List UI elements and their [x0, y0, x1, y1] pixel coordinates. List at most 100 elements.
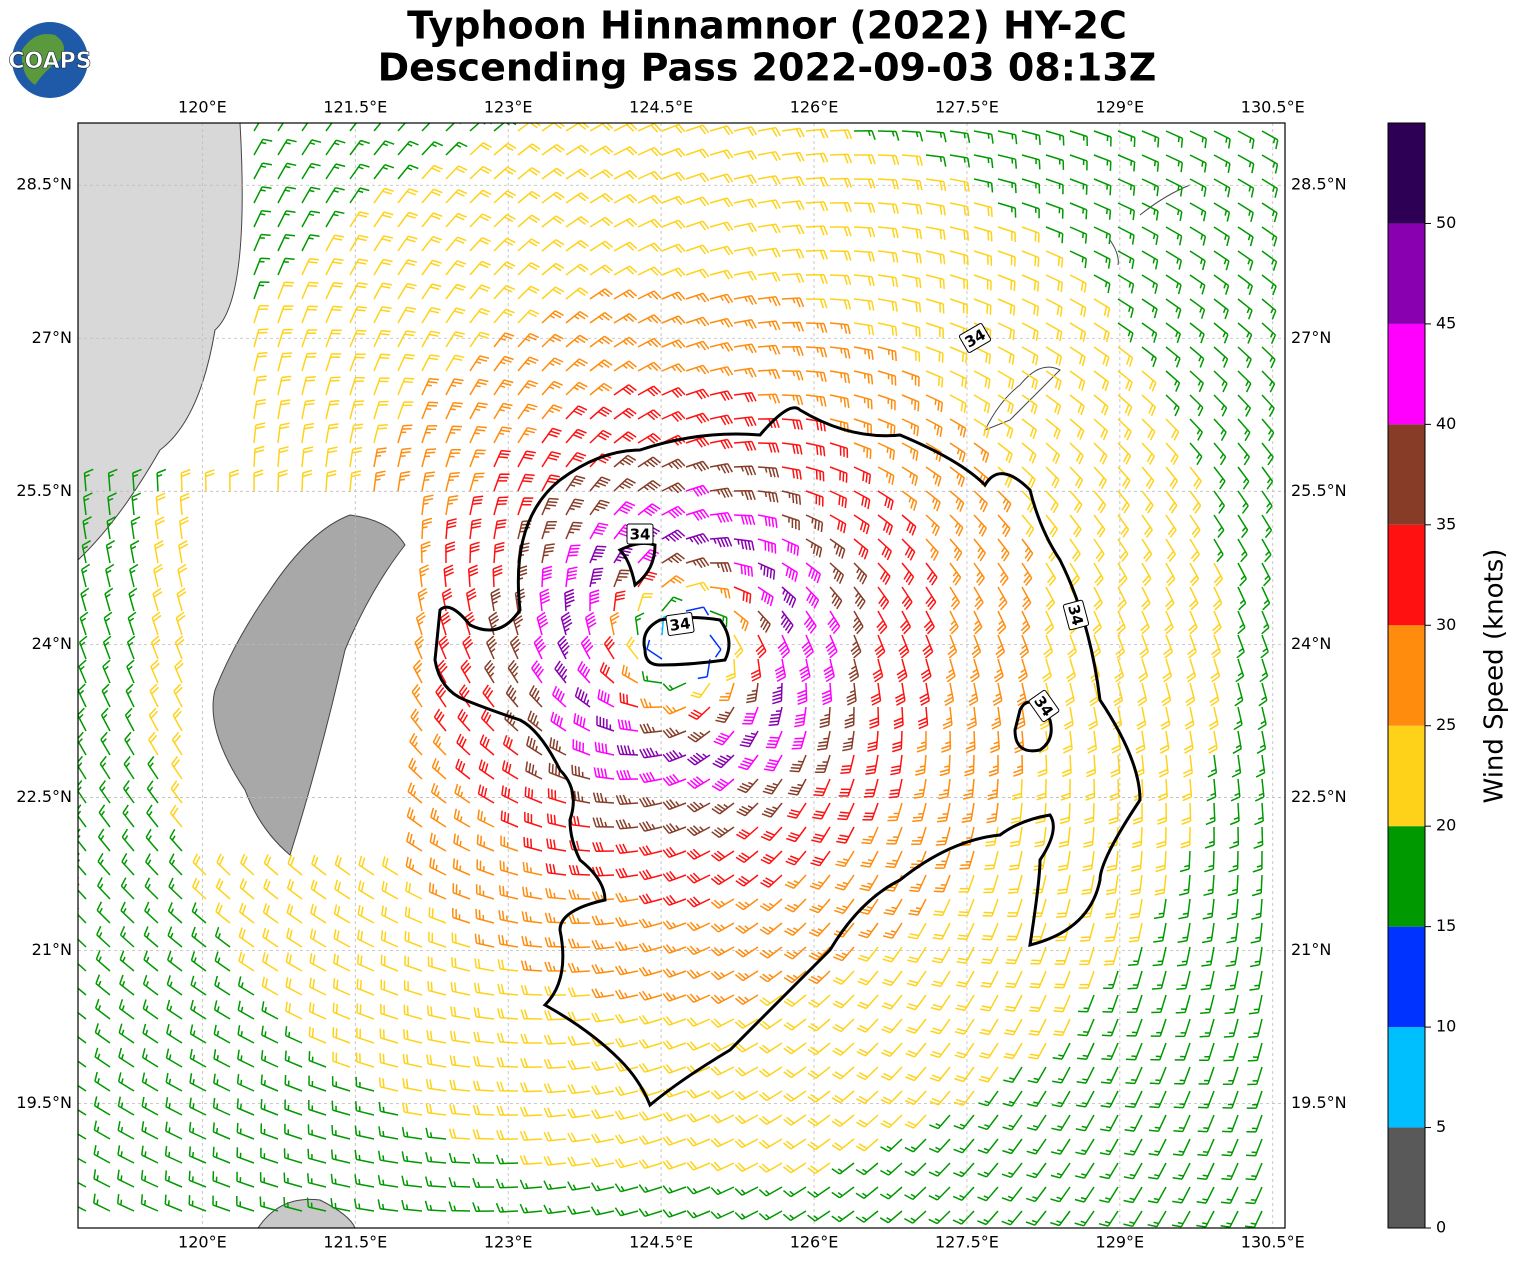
wind-barb [153, 563, 164, 588]
wind-barb [253, 209, 272, 228]
wind-barb [349, 423, 364, 444]
wind-barb [895, 682, 906, 706]
wind-barb [325, 423, 339, 444]
wind-barb [424, 1176, 447, 1188]
wind-barb [349, 446, 363, 468]
wind-barb [490, 588, 501, 612]
wind-barb [949, 586, 961, 611]
wind-barb [229, 469, 240, 492]
wind-barb [1051, 1114, 1071, 1132]
wind-barb [214, 926, 231, 948]
wind-barb [445, 283, 466, 300]
wind-barb [613, 590, 626, 612]
wind-barb [637, 194, 662, 205]
wind-barb [877, 298, 898, 312]
wind-barb [580, 635, 594, 660]
wind-barb [709, 366, 734, 377]
wind-barb [1021, 442, 1037, 464]
wind-barb [493, 166, 517, 180]
wind-barb [685, 316, 710, 327]
wind-barb [662, 944, 687, 954]
wind-barb [565, 544, 581, 564]
wind-barb [931, 970, 951, 988]
wind-barb [973, 490, 988, 513]
wind-barb [1141, 154, 1160, 172]
wind-barb [277, 281, 295, 300]
wind-barb [973, 202, 993, 217]
wind-barb [783, 946, 807, 960]
contour-label: 34 [665, 612, 695, 636]
wind-barb [1045, 418, 1061, 440]
wind-barb [829, 514, 847, 534]
wind-barb [733, 198, 758, 209]
wind-barb [901, 538, 916, 561]
wind-barb [1254, 778, 1265, 802]
wind-barb [993, 658, 1004, 683]
wind-barb [637, 170, 662, 181]
wind-barb [498, 910, 519, 924]
wind-barb [472, 1153, 495, 1164]
wind-barb [1115, 634, 1126, 659]
wind-barb [1141, 562, 1152, 587]
wind-barb [1141, 514, 1153, 538]
wind-barb [123, 756, 135, 780]
wind-barb [929, 1114, 951, 1130]
wind-barb [277, 399, 291, 420]
wind-barb [710, 994, 735, 1005]
wind-barb [397, 211, 418, 228]
wind-barb [1045, 154, 1065, 170]
wind-barb [517, 214, 541, 228]
wind-barb [565, 216, 589, 228]
wind-barb [541, 310, 564, 324]
wind-barb [1141, 178, 1160, 197]
wind-barb [414, 635, 425, 660]
wind-barb [590, 1157, 615, 1168]
wind-barb [1108, 802, 1119, 825]
wind-barb [332, 1027, 351, 1044]
wind-barb [1093, 298, 1111, 318]
wind-barb [1225, 946, 1239, 968]
wind-barb [171, 731, 183, 756]
wind-barb [1165, 490, 1178, 514]
wind-barb [1125, 1066, 1143, 1085]
wind-barb [733, 294, 757, 305]
wind-barb [1123, 1162, 1143, 1180]
wind-barb [1237, 346, 1252, 369]
wind-barb [499, 860, 519, 876]
wind-barb [174, 659, 184, 684]
wind-barb [936, 802, 951, 823]
wind-barb [1189, 202, 1207, 222]
wind-barb [1213, 370, 1228, 393]
wind-barb [1150, 1042, 1167, 1061]
wind-barb [301, 281, 319, 300]
wind-barb [1237, 538, 1248, 563]
wind-barb [1213, 226, 1230, 247]
wind-barb [1221, 1138, 1239, 1157]
wind-barb [1117, 202, 1136, 221]
wind-barb [426, 1030, 447, 1044]
wind-barb [142, 999, 159, 1020]
wind-barb [1261, 130, 1279, 150]
wind-barb [421, 235, 443, 252]
wind-barb [1141, 394, 1156, 417]
wind-barb [567, 1035, 591, 1046]
wind-barb [1093, 226, 1112, 245]
wind-barb [1249, 946, 1263, 968]
wind-barb [1005, 946, 1023, 965]
wind-barb [528, 685, 543, 708]
wind-barb [425, 1152, 447, 1164]
wind-barb [1227, 874, 1239, 897]
wind-barb [301, 257, 320, 276]
wind-barb [997, 250, 1016, 267]
wind-barb [1055, 922, 1071, 942]
wind-barb [128, 587, 138, 612]
wind-barb [925, 298, 945, 314]
title-line: Typhoon Hinnamnor (2022) HY-2C [407, 4, 1127, 48]
wind-barb [877, 490, 894, 511]
wind-barb [554, 660, 568, 684]
wind-barb [332, 1051, 351, 1068]
wind-barb [1013, 754, 1024, 777]
wind-barb [569, 840, 591, 852]
wind-barb [129, 563, 139, 588]
wind-barb [711, 850, 735, 862]
